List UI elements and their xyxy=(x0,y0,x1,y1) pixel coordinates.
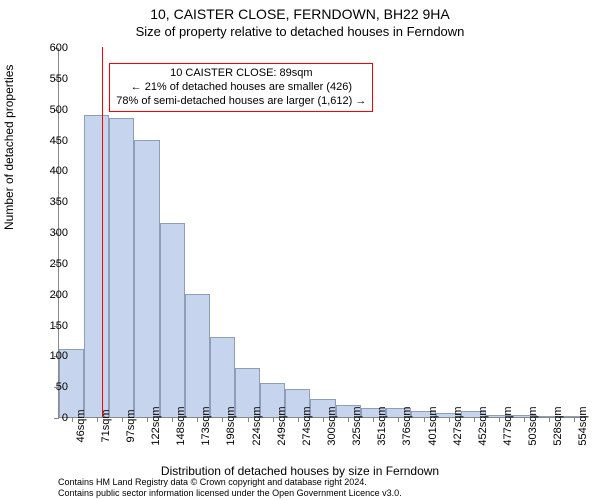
x-axis-label: Distribution of detached houses by size … xyxy=(0,464,600,478)
x-tick-label: 173sqm xyxy=(200,406,212,445)
x-tick-mark xyxy=(499,417,500,422)
x-tick-label: 325sqm xyxy=(351,406,363,445)
attribution-text: Contains HM Land Registry data © Crown c… xyxy=(58,477,588,498)
y-tick-label: 350 xyxy=(28,196,68,208)
x-tick-label: 554sqm xyxy=(577,406,589,445)
histogram-bar xyxy=(134,140,159,418)
x-tick-mark xyxy=(222,417,223,422)
chart-title-address: 10, CAISTER CLOSE, FERNDOWN, BH22 9HA xyxy=(0,6,600,22)
x-tick-mark xyxy=(147,417,148,422)
x-tick-label: 274sqm xyxy=(301,406,313,445)
y-tick-label: 150 xyxy=(28,320,68,332)
x-tick-label: 528sqm xyxy=(552,406,564,445)
y-tick-label: 100 xyxy=(28,350,68,362)
x-tick-label: 351sqm xyxy=(376,406,388,445)
x-tick-mark xyxy=(197,417,198,422)
y-tick-label: 200 xyxy=(28,289,68,301)
x-tick-mark xyxy=(373,417,374,422)
x-tick-label: 148sqm xyxy=(175,406,187,445)
x-tick-label: 224sqm xyxy=(251,406,263,445)
x-tick-mark xyxy=(398,417,399,422)
y-tick-label: 50 xyxy=(28,381,68,393)
x-tick-label: 427sqm xyxy=(452,406,464,445)
x-tick-label: 46sqm xyxy=(75,409,87,442)
histogram-bar xyxy=(210,337,235,417)
x-tick-mark xyxy=(248,417,249,422)
attribution-line-1: Contains HM Land Registry data © Crown c… xyxy=(58,477,588,487)
x-tick-mark xyxy=(72,417,73,422)
x-tick-label: 452sqm xyxy=(477,406,489,445)
x-tick-mark xyxy=(449,417,450,422)
x-tick-mark xyxy=(172,417,173,422)
histogram-bar xyxy=(185,294,210,417)
x-tick-label: 300sqm xyxy=(326,406,338,445)
x-tick-label: 477sqm xyxy=(502,406,514,445)
x-tick-mark xyxy=(273,417,274,422)
attribution-line-2: Contains public sector information licen… xyxy=(58,488,588,498)
x-tick-mark xyxy=(549,417,550,422)
x-tick-mark xyxy=(574,417,575,422)
x-tick-mark xyxy=(424,417,425,422)
info-line-larger: 78% of semi-detached houses are larger (… xyxy=(116,95,366,109)
x-tick-label: 249sqm xyxy=(276,406,288,445)
plot-area: 10 CAISTER CLOSE: 89sqm← 21% of detached… xyxy=(58,48,586,418)
y-tick-label: 500 xyxy=(28,104,68,116)
x-tick-mark xyxy=(474,417,475,422)
y-axis-label: Number of detached properties xyxy=(2,65,16,230)
info-line-property: 10 CAISTER CLOSE: 89sqm xyxy=(116,67,366,81)
x-tick-label: 503sqm xyxy=(527,406,539,445)
reference-line xyxy=(102,47,103,417)
x-tick-mark xyxy=(348,417,349,422)
y-tick-label: 400 xyxy=(28,165,68,177)
x-tick-label: 97sqm xyxy=(125,409,137,442)
x-tick-mark xyxy=(122,417,123,422)
y-tick-label: 250 xyxy=(28,258,68,270)
info-callout-box: 10 CAISTER CLOSE: 89sqm← 21% of detached… xyxy=(109,63,373,112)
histogram-bar xyxy=(160,223,185,417)
y-tick-label: 0 xyxy=(28,412,68,424)
y-tick-label: 300 xyxy=(28,227,68,239)
info-line-smaller: ← 21% of detached houses are smaller (42… xyxy=(116,81,366,95)
y-tick-label: 450 xyxy=(28,135,68,147)
y-tick-label: 600 xyxy=(28,42,68,54)
x-tick-label: 198sqm xyxy=(225,406,237,445)
histogram-bar xyxy=(109,118,134,417)
x-tick-label: 401sqm xyxy=(427,406,439,445)
chart-title-description: Size of property relative to detached ho… xyxy=(0,24,600,39)
x-tick-label: 122sqm xyxy=(150,406,162,445)
x-tick-mark xyxy=(524,417,525,422)
x-tick-mark xyxy=(97,417,98,422)
y-tick-label: 550 xyxy=(28,73,68,85)
x-tick-mark xyxy=(298,417,299,422)
x-tick-label: 71sqm xyxy=(100,409,112,442)
x-tick-mark xyxy=(323,417,324,422)
histogram-bar xyxy=(84,115,109,417)
x-tick-label: 376sqm xyxy=(401,406,413,445)
